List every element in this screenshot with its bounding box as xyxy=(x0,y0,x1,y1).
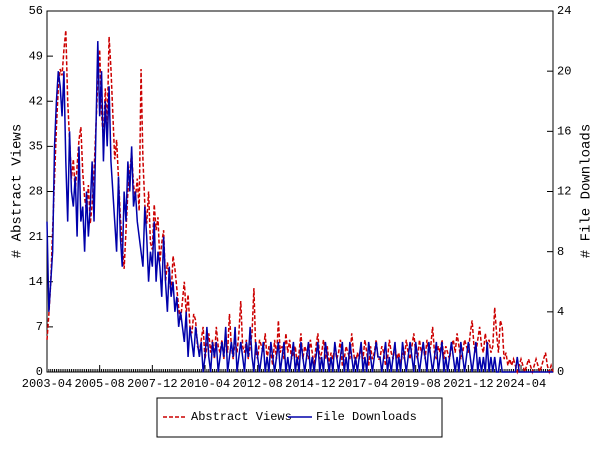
x-tick-label: 2014-12 xyxy=(285,377,335,391)
y-tick-label: 28 xyxy=(29,185,43,199)
y2-tick-label: 20 xyxy=(557,64,571,78)
plot-frame xyxy=(46,10,554,373)
x-tick-label: 2019-08 xyxy=(390,377,440,391)
y-tick-label: 56 xyxy=(29,4,43,18)
y-tick-label: 7 xyxy=(36,320,43,334)
series-line xyxy=(46,41,553,373)
y2-tick-label: 16 xyxy=(557,125,571,139)
x-tick-label: 2005-08 xyxy=(74,377,124,391)
y2-tick-label: 4 xyxy=(557,305,564,319)
x-tick-label: 2021-12 xyxy=(443,377,493,391)
x-tick-label: 2012-08 xyxy=(232,377,282,391)
y2-tick-label: 24 xyxy=(557,4,571,18)
y-tick-label: 0 xyxy=(36,365,43,379)
x-tick-label: 2024-04 xyxy=(496,377,546,391)
legend-label: Abstract Views xyxy=(191,410,292,424)
y-tick-label: 49 xyxy=(29,49,43,63)
y-tick-label: 21 xyxy=(29,230,43,244)
y2-tick-label: 8 xyxy=(557,245,564,259)
x-tick-label: 2003-04 xyxy=(22,377,72,391)
x-tick-label: 2017-04 xyxy=(338,377,388,391)
y2-axis-label: # File Downloads xyxy=(579,124,595,258)
y-tick-label: 42 xyxy=(29,94,43,108)
y-axis-label: # Abstract Views xyxy=(10,124,26,258)
x-tick-label: 2010-04 xyxy=(180,377,230,391)
y-tick-label: 14 xyxy=(29,275,43,289)
y-tick-label: 35 xyxy=(29,140,43,154)
y2-tick-label: 12 xyxy=(557,185,571,199)
y2-tick-label: 0 xyxy=(557,365,564,379)
series-line xyxy=(46,30,554,375)
legend-label: File Downloads xyxy=(316,410,417,424)
x-tick-label: 2007-12 xyxy=(127,377,177,391)
